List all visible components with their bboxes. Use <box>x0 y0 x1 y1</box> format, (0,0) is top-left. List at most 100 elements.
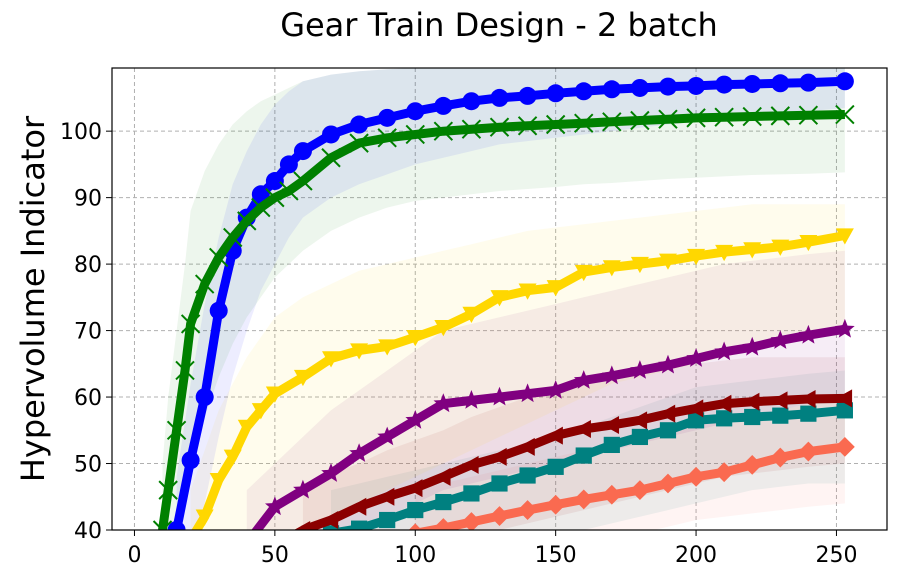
x-tick-label: 100 <box>394 543 436 568</box>
data-point <box>223 449 242 466</box>
data-point <box>743 74 762 93</box>
data-point <box>181 451 200 470</box>
data-point <box>408 523 422 530</box>
data-point <box>461 390 482 409</box>
x-tick-label: 0 <box>127 543 141 568</box>
data-point <box>771 74 790 93</box>
data-point <box>742 106 762 127</box>
data-point <box>158 480 178 500</box>
x-tick-label: 250 <box>815 543 857 568</box>
data-point <box>223 227 243 248</box>
data-point <box>279 155 298 174</box>
data-point <box>770 330 791 349</box>
data-point <box>322 525 340 530</box>
data-point <box>166 420 187 440</box>
data-point <box>834 437 855 457</box>
chart-title: Gear Train Design - 2 batch <box>280 6 718 44</box>
data-point <box>629 480 650 501</box>
data-point <box>716 410 733 427</box>
y-tick-label: 80 <box>74 253 102 278</box>
series-line <box>158 110 845 530</box>
data-point <box>434 320 453 337</box>
data-point <box>630 360 650 379</box>
data-point <box>461 512 482 530</box>
series-band <box>190 204 845 530</box>
data-point <box>517 383 538 403</box>
data-point <box>715 75 734 94</box>
data-point <box>630 256 649 274</box>
data-point <box>251 197 271 218</box>
y-tick-label: 100 <box>60 120 102 145</box>
data-point <box>293 171 313 191</box>
data-point <box>351 520 368 530</box>
data-point <box>182 533 200 549</box>
data-point <box>545 494 566 515</box>
series-group <box>293 389 853 530</box>
data-point <box>686 348 706 367</box>
data-point <box>798 324 819 344</box>
series-group <box>152 104 855 530</box>
data-point <box>835 389 853 408</box>
data-point <box>237 533 257 552</box>
data-point <box>601 484 622 505</box>
data-point <box>194 274 215 294</box>
data-point <box>799 73 818 92</box>
data-point <box>489 386 510 406</box>
plot-frame <box>111 67 888 531</box>
data-point <box>350 115 369 134</box>
data-point <box>714 462 735 483</box>
data-point <box>209 472 228 490</box>
data-point <box>546 84 565 103</box>
data-point <box>406 479 423 498</box>
data-point <box>433 393 454 413</box>
data-point <box>208 247 229 268</box>
data-point <box>293 142 312 161</box>
data-point <box>658 253 677 270</box>
x-tick-label: 150 <box>535 543 577 568</box>
data-point <box>350 343 369 360</box>
confidence-bands <box>162 68 845 530</box>
data-point <box>574 264 593 282</box>
data-point <box>602 112 622 132</box>
data-point <box>602 260 621 277</box>
data-point <box>180 314 201 334</box>
y-tick-label: 90 <box>74 187 102 212</box>
data-point <box>686 466 706 487</box>
data-point <box>835 104 855 125</box>
data-point <box>658 77 677 96</box>
data-point <box>377 426 397 446</box>
data-point <box>434 467 451 486</box>
data-point <box>715 394 732 413</box>
data-point <box>658 404 676 423</box>
data-point <box>630 78 649 97</box>
data-point <box>407 501 424 519</box>
data-point <box>517 116 538 136</box>
data-point <box>321 148 341 168</box>
data-point <box>265 386 284 403</box>
series-band <box>415 397 845 530</box>
data-point <box>462 455 479 474</box>
data-point <box>349 443 369 462</box>
data-point <box>631 428 648 446</box>
data-point <box>167 521 186 530</box>
data-point <box>744 408 761 426</box>
data-point <box>835 228 854 245</box>
data-point <box>434 96 453 115</box>
data-point <box>658 109 678 129</box>
data-point <box>772 407 789 424</box>
data-point <box>378 487 395 506</box>
data-point <box>322 125 341 144</box>
data-point <box>546 426 563 445</box>
x-tick-label: 200 <box>675 543 717 568</box>
data-point <box>658 354 678 374</box>
data-point <box>462 92 481 111</box>
data-point <box>517 500 538 520</box>
data-point <box>175 360 195 381</box>
data-point <box>659 422 677 439</box>
data-point <box>463 485 480 502</box>
data-point <box>350 497 367 516</box>
data-point <box>687 412 705 429</box>
series-group <box>237 318 855 552</box>
data-point <box>630 411 648 430</box>
y-tick-label: 50 <box>74 453 102 478</box>
